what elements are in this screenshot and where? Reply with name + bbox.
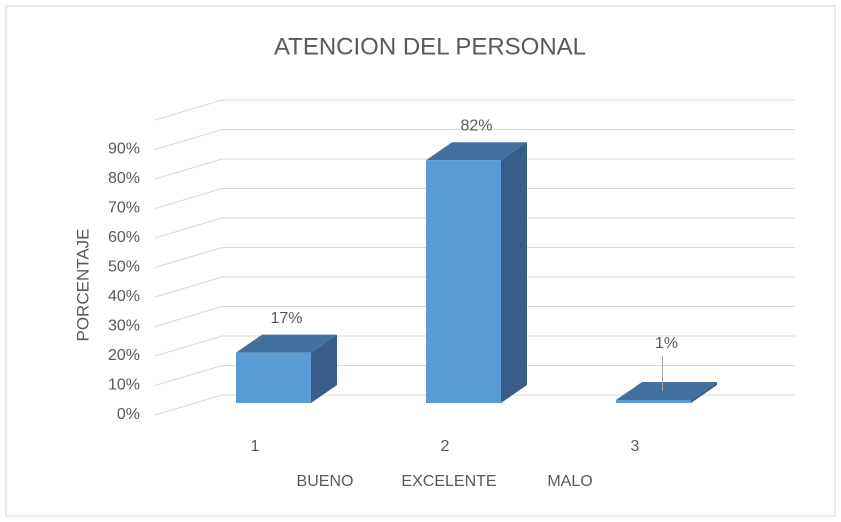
x-tick-label: 1 [251, 438, 260, 455]
bar-top [426, 142, 527, 161]
grid-line [154, 247, 795, 268]
grid-line [154, 276, 795, 298]
y-tick-label: 70% [108, 200, 140, 217]
bar [616, 382, 717, 403]
bar-side [311, 334, 337, 403]
y-tick-label: 50% [108, 259, 140, 276]
category-name: BUENO [297, 473, 354, 490]
data-label: 1% [655, 335, 678, 352]
y-axis-label: PORCENTAJE [73, 228, 92, 341]
grid-line [154, 158, 795, 180]
y-tick-label: 90% [108, 141, 140, 158]
chart-frame [5, 5, 836, 517]
data-label: 17% [270, 310, 302, 327]
grid-line [154, 335, 795, 357]
y-tick-label: 0% [117, 406, 140, 423]
bar-side [691, 382, 717, 403]
category-name: EXCELENTE [401, 473, 496, 490]
bar-front [616, 400, 691, 403]
grid-line [154, 365, 795, 386]
grid-line [154, 129, 795, 150]
grid-line [154, 306, 795, 327]
grid-line [154, 99, 795, 121]
y-tick-label: 80% [108, 170, 140, 187]
grid-line [154, 188, 795, 209]
grid-line [154, 394, 795, 416]
bar-top [616, 382, 717, 401]
bar-side [501, 142, 527, 403]
y-tick-label: 10% [108, 377, 140, 394]
x-tick-label: 2 [441, 438, 450, 455]
bar-front [236, 352, 311, 403]
x-tick-label: 3 [631, 438, 640, 455]
bar [236, 334, 337, 403]
y-tick-label: 30% [108, 318, 140, 335]
y-tick-label: 40% [108, 288, 140, 305]
grid-line [154, 217, 795, 239]
bar-front [426, 160, 501, 403]
chart-title: ATENCION DEL PERSONAL [274, 33, 586, 60]
data-label: 82% [460, 117, 492, 134]
bar-top [236, 334, 337, 353]
category-name: MALO [547, 473, 592, 490]
bar [426, 142, 527, 403]
y-tick-label: 20% [108, 347, 140, 364]
y-tick-label: 60% [108, 229, 140, 246]
